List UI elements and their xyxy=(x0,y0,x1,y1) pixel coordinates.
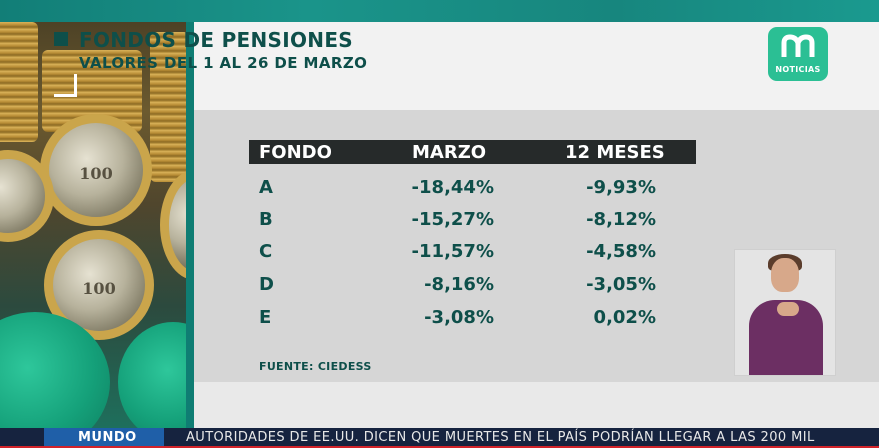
coin-stack xyxy=(0,22,38,142)
interpreter-head xyxy=(771,258,799,292)
fondo-c: C xyxy=(259,241,273,262)
fondo-a: A xyxy=(259,177,273,198)
logo-label: NOTICIAS xyxy=(775,65,821,74)
meses-b: -8,12% xyxy=(586,209,656,230)
channel-logo: NOTICIAS xyxy=(768,27,828,81)
ticker-text: AUTORIDADES DE EE.UU. DICEN QUE MUERTES … xyxy=(186,430,815,445)
table-header xyxy=(249,140,696,164)
meses-e: 0,02% xyxy=(593,307,656,328)
ticker-label: MUNDO xyxy=(78,430,137,445)
column-header-fondo: FONDO xyxy=(259,142,332,163)
marzo-b: -15,27% xyxy=(411,209,494,230)
title-square-icon xyxy=(54,32,68,46)
bottom-strip xyxy=(194,382,879,428)
marzo-e: -3,08% xyxy=(424,307,494,328)
coin-value: 100 xyxy=(82,279,116,299)
column-header-12-meses: 12 MESES xyxy=(565,142,665,163)
logo-m-icon xyxy=(781,34,815,57)
marzo-c: -11,57% xyxy=(411,241,494,262)
coin-photo: 100 100 xyxy=(0,22,188,428)
coin-stack xyxy=(150,32,188,182)
marzo-d: -8,16% xyxy=(424,274,494,295)
sign-language-interpreter xyxy=(734,249,836,376)
ticker-accent-line xyxy=(0,446,879,448)
green-blob xyxy=(118,322,188,428)
corner-mark xyxy=(54,74,77,97)
column-header-marzo: MARZO xyxy=(412,142,487,163)
coin xyxy=(160,170,188,280)
top-band xyxy=(0,0,879,22)
coin-value: 100 xyxy=(79,164,113,184)
coin: 100 xyxy=(44,230,154,340)
graphic-subtitle: VALORES DEL 1 AL 26 DE MARZO xyxy=(79,54,368,72)
meses-a: -9,93% xyxy=(586,177,656,198)
interpreter-hands xyxy=(777,302,799,316)
marzo-a: -18,44% xyxy=(411,177,494,198)
source-note: FUENTE: CIEDESS xyxy=(259,360,372,373)
divider-stripe xyxy=(186,22,194,428)
fondo-d: D xyxy=(259,274,274,295)
header-area xyxy=(194,22,879,110)
news-ticker xyxy=(0,428,879,448)
meses-d: -3,05% xyxy=(586,274,656,295)
ticker-label-box xyxy=(44,428,164,448)
meses-c: -4,58% xyxy=(586,241,656,262)
fondo-b: B xyxy=(259,209,273,230)
coin: 100 xyxy=(40,114,152,226)
fondo-e: E xyxy=(259,307,272,328)
graphic-title: FONDOS DE PENSIONES xyxy=(79,28,354,52)
